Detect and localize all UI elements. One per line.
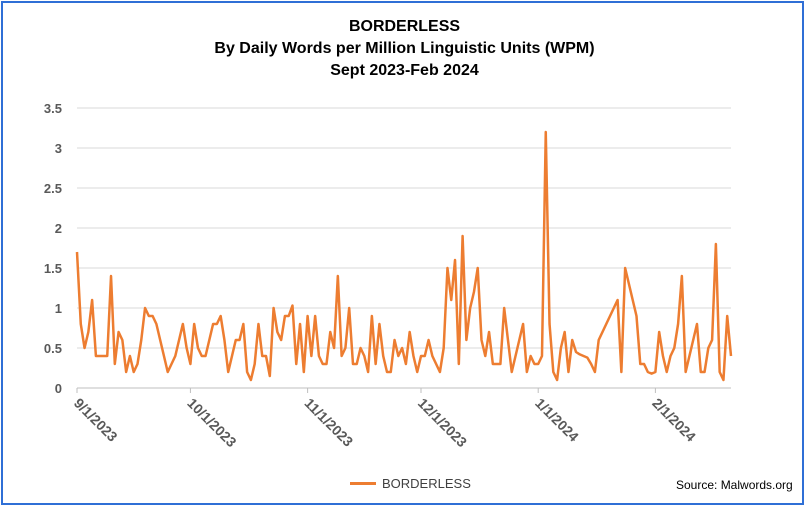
y-tick-label: 3 — [55, 141, 62, 156]
x-tick-label: 2/1/2024 — [649, 395, 699, 445]
chart-subtitle: By Daily Words per Million Linguistic Un… — [214, 40, 595, 57]
legend-swatch — [350, 482, 376, 485]
y-tick-label: 2.5 — [44, 181, 62, 196]
gridlines — [77, 107, 731, 389]
y-tick-label: 2 — [55, 221, 62, 236]
x-tick-label: 9/1/2023 — [71, 395, 121, 445]
y-tick-label: 3.5 — [44, 101, 62, 116]
y-tick-label: 0.5 — [44, 341, 62, 356]
title-block: BORDERLESS By Daily Words per Million Li… — [0, 16, 809, 82]
chart-date-range: Sept 2023-Feb 2024 — [330, 62, 479, 79]
x-tick-label: 1/1/2024 — [532, 395, 582, 445]
chart-title: BORDERLESS — [348, 18, 461, 35]
legend: BORDERLESS — [350, 476, 471, 491]
y-tick-label: 1.5 — [44, 261, 62, 276]
legend-label: BORDERLESS — [382, 476, 471, 491]
y-tick-label: 1 — [55, 301, 62, 316]
x-axis-ticks: 9/1/2023 10/1/2023 11/1/2023 12/1/2023 1/1/2… — [71, 388, 699, 450]
x-tick-label: 12/1/2023 — [415, 395, 471, 451]
source-note: Source: Malwords.org — [676, 478, 793, 492]
y-axis-ticks: 0 0.5 1 1.5 2 2.5 3 3.5 — [44, 101, 62, 396]
series-lines — [75, 130, 733, 382]
x-tick-label: 10/1/2023 — [184, 395, 240, 451]
y-tick-label: 0 — [55, 381, 62, 396]
series-line-0 — [75, 130, 733, 382]
x-tick-label: 11/1/2023 — [301, 395, 356, 450]
